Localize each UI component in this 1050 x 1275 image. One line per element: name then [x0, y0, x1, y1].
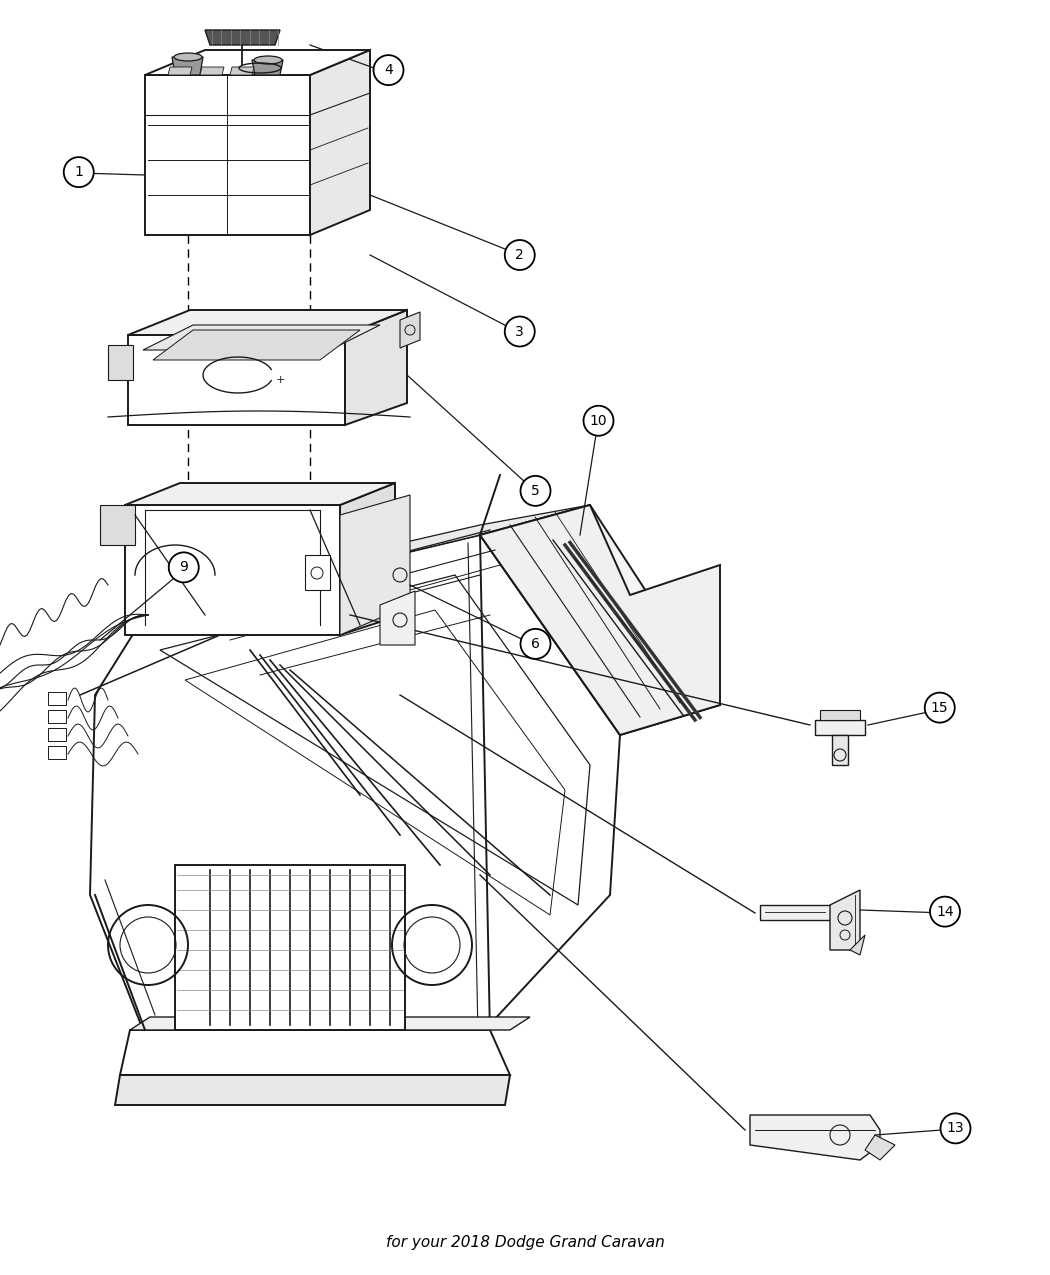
Text: 3: 3 [516, 325, 524, 338]
Polygon shape [750, 1116, 880, 1160]
Polygon shape [130, 1017, 530, 1030]
Text: 10: 10 [590, 414, 607, 427]
Polygon shape [48, 692, 66, 705]
Polygon shape [480, 505, 720, 734]
Polygon shape [252, 60, 284, 75]
Polygon shape [125, 505, 340, 635]
Circle shape [505, 240, 534, 270]
Circle shape [521, 629, 550, 659]
Polygon shape [100, 505, 135, 544]
Polygon shape [145, 75, 310, 235]
Text: 15: 15 [931, 701, 948, 714]
Circle shape [584, 405, 613, 436]
Circle shape [925, 692, 954, 723]
Circle shape [374, 55, 403, 85]
Text: 6: 6 [531, 638, 540, 650]
Polygon shape [120, 1030, 510, 1075]
Text: +: + [275, 375, 285, 385]
Polygon shape [310, 50, 370, 235]
Polygon shape [400, 312, 420, 348]
Polygon shape [108, 346, 133, 380]
Circle shape [521, 476, 550, 506]
Polygon shape [128, 335, 345, 425]
Text: 4: 4 [384, 64, 393, 76]
Polygon shape [815, 720, 865, 734]
Polygon shape [145, 50, 370, 75]
Polygon shape [345, 310, 407, 425]
Polygon shape [48, 746, 66, 759]
Polygon shape [145, 505, 590, 615]
Polygon shape [205, 31, 280, 45]
Polygon shape [48, 728, 66, 741]
Polygon shape [143, 325, 380, 351]
Circle shape [169, 552, 198, 583]
Polygon shape [850, 935, 865, 955]
Text: 9: 9 [180, 561, 188, 574]
Polygon shape [832, 734, 848, 765]
Circle shape [505, 316, 534, 347]
Text: for your 2018 Dodge Grand Caravan: for your 2018 Dodge Grand Caravan [385, 1235, 665, 1250]
Polygon shape [380, 592, 415, 645]
Text: 2: 2 [516, 249, 524, 261]
Polygon shape [760, 905, 850, 921]
Polygon shape [90, 536, 620, 1035]
Polygon shape [116, 1075, 510, 1105]
Polygon shape [48, 710, 66, 723]
Polygon shape [340, 483, 395, 635]
Ellipse shape [254, 56, 282, 64]
Text: 1: 1 [75, 166, 83, 178]
Text: 13: 13 [947, 1122, 964, 1135]
Circle shape [930, 896, 960, 927]
Polygon shape [480, 505, 720, 734]
Polygon shape [200, 68, 224, 75]
Circle shape [941, 1113, 970, 1144]
Polygon shape [340, 495, 410, 635]
Ellipse shape [174, 54, 202, 61]
Polygon shape [865, 1135, 895, 1160]
Polygon shape [125, 483, 395, 505]
Circle shape [64, 157, 93, 187]
Text: 5: 5 [531, 484, 540, 497]
Polygon shape [168, 68, 192, 75]
Polygon shape [820, 710, 860, 720]
Polygon shape [830, 890, 860, 950]
Polygon shape [172, 57, 203, 75]
Polygon shape [304, 555, 330, 590]
Text: 14: 14 [937, 905, 953, 918]
Polygon shape [230, 68, 254, 75]
Polygon shape [128, 310, 407, 335]
Polygon shape [153, 330, 360, 360]
Polygon shape [175, 864, 405, 1030]
